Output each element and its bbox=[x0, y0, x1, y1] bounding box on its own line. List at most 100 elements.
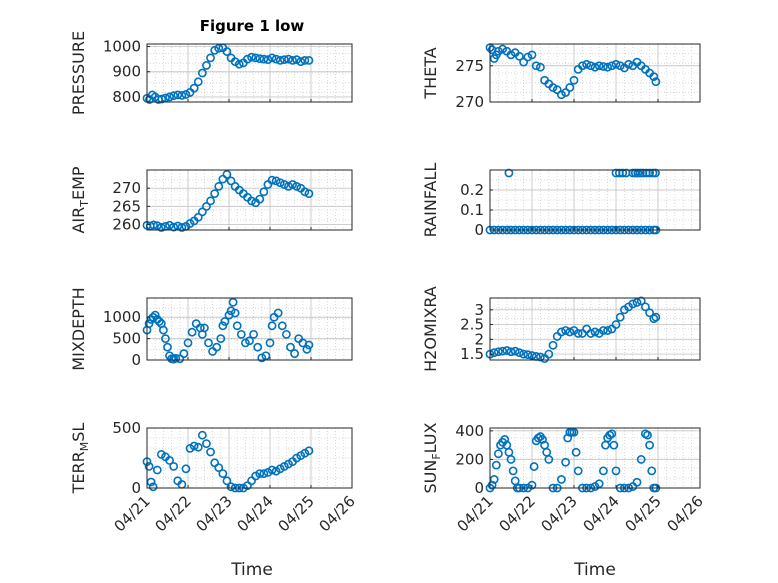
data-point bbox=[165, 455, 174, 465]
data-point bbox=[271, 176, 281, 186]
data-point bbox=[165, 92, 174, 102]
data-point bbox=[632, 477, 642, 487]
y-tick-label: 500 bbox=[112, 330, 141, 348]
y-tick-label: 200 bbox=[455, 450, 484, 468]
data-point bbox=[222, 476, 232, 486]
data-point bbox=[206, 53, 215, 63]
data-point bbox=[523, 350, 533, 360]
data-point bbox=[247, 196, 256, 206]
data-point bbox=[536, 352, 545, 362]
data-point bbox=[565, 327, 575, 337]
data-point bbox=[515, 348, 524, 358]
data-point bbox=[548, 340, 558, 350]
y-tick-label: 2.5 bbox=[460, 316, 484, 334]
data-point bbox=[249, 329, 258, 339]
data-point bbox=[489, 475, 499, 484]
data-point bbox=[615, 312, 625, 322]
data-point bbox=[158, 325, 168, 335]
data-point bbox=[493, 449, 503, 459]
data-point bbox=[636, 296, 646, 306]
y-tick-label: 0.2 bbox=[460, 181, 484, 199]
data-point bbox=[557, 475, 566, 484]
data-point bbox=[557, 327, 566, 337]
data-point bbox=[181, 464, 191, 474]
data-point bbox=[527, 50, 537, 60]
data-point bbox=[204, 338, 213, 348]
data-point bbox=[641, 302, 650, 312]
data-point bbox=[529, 462, 539, 471]
data-point bbox=[519, 57, 528, 67]
data-point bbox=[493, 347, 503, 357]
data-point bbox=[561, 88, 570, 97]
data-point bbox=[189, 83, 199, 93]
axes-box bbox=[146, 297, 353, 361]
data-point bbox=[649, 72, 659, 82]
data-point bbox=[569, 427, 579, 437]
data-point bbox=[632, 298, 642, 307]
data-point bbox=[165, 220, 174, 230]
data-point bbox=[609, 440, 619, 450]
data-point bbox=[259, 187, 269, 197]
data-point bbox=[603, 326, 612, 335]
data-point bbox=[527, 480, 537, 490]
data-point bbox=[493, 46, 503, 56]
data-point bbox=[169, 91, 179, 101]
data-point bbox=[599, 62, 608, 71]
data-point bbox=[506, 347, 516, 357]
data-point bbox=[154, 317, 164, 326]
data-point bbox=[222, 169, 232, 179]
data-point bbox=[171, 353, 181, 363]
axes-box bbox=[489, 43, 701, 103]
y-tick-label: 260 bbox=[112, 216, 141, 234]
data-point bbox=[578, 61, 587, 71]
data-point bbox=[645, 440, 654, 450]
data-point bbox=[506, 455, 516, 464]
data-point bbox=[267, 175, 277, 185]
data-point bbox=[548, 83, 558, 92]
data-point bbox=[607, 429, 617, 439]
data-point bbox=[206, 447, 215, 457]
y-tick-label: 0.1 bbox=[460, 201, 484, 219]
data-point bbox=[193, 442, 203, 452]
data-point bbox=[611, 59, 621, 69]
data-point bbox=[214, 463, 224, 472]
data-point bbox=[261, 351, 271, 361]
data-point bbox=[234, 59, 244, 69]
data-point bbox=[304, 446, 314, 456]
y-axis-label: SUNFLUX bbox=[421, 422, 443, 493]
x-axis-label-left: Time bbox=[230, 560, 273, 580]
data-point bbox=[651, 168, 660, 178]
y-tick-label: 900 bbox=[112, 63, 141, 81]
data-point bbox=[183, 338, 193, 348]
y-axis-label: H2OMIXRA bbox=[421, 286, 440, 372]
data-point bbox=[202, 201, 211, 211]
data-point bbox=[222, 47, 232, 56]
axes-box bbox=[489, 427, 701, 489]
data-point bbox=[163, 342, 172, 352]
y-axis-label: TERRMSL bbox=[69, 423, 91, 495]
data-point bbox=[643, 430, 652, 440]
data-point bbox=[193, 212, 203, 222]
data-point bbox=[544, 455, 554, 464]
data-point bbox=[611, 320, 621, 329]
y-tick-label: 1000 bbox=[103, 308, 141, 326]
y-tick-label: 0 bbox=[131, 351, 141, 369]
y-axis-label: MIXDEPTH bbox=[69, 287, 88, 370]
y-tick-label: 0 bbox=[474, 221, 484, 239]
data-point bbox=[590, 327, 600, 337]
x-axis-label-right: Time bbox=[573, 560, 616, 580]
data-point bbox=[214, 43, 224, 53]
y-tick-label: 265 bbox=[112, 197, 141, 215]
data-point bbox=[565, 83, 575, 92]
data-point bbox=[255, 194, 265, 204]
data-point bbox=[636, 455, 646, 464]
axes-box bbox=[146, 427, 353, 489]
data-point bbox=[573, 466, 583, 476]
data-point bbox=[144, 461, 154, 471]
y-tick-label: 800 bbox=[112, 88, 141, 106]
data-point bbox=[624, 59, 633, 69]
data-point bbox=[210, 189, 220, 199]
data-series-sun_flux bbox=[485, 427, 661, 493]
y-axis-label: RAINFALL bbox=[421, 163, 440, 238]
data-point bbox=[267, 465, 277, 475]
